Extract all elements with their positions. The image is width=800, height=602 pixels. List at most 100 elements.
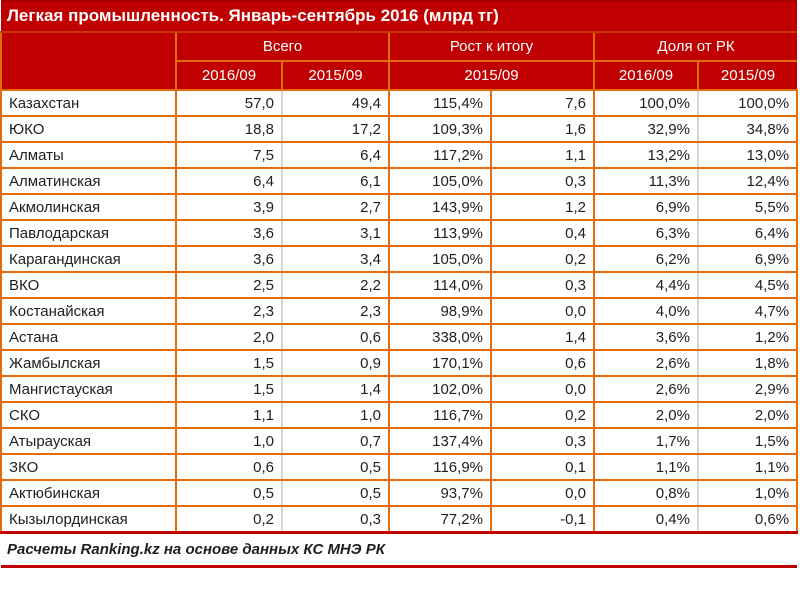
value-cell: 1,0% (698, 479, 799, 507)
value-cell: 117,2% (389, 141, 492, 169)
table-title: Легкая промышленность. Январь-сентябрь 2… (1, 0, 798, 33)
value-cell: 0,5 (282, 453, 390, 481)
value-cell: 0,6% (698, 505, 799, 534)
group-header-growth: Рост к итогу (388, 31, 595, 62)
value-cell: 0,3 (491, 271, 595, 299)
value-cell: 0,4% (594, 505, 699, 534)
value-cell: 1,5 (176, 375, 283, 403)
value-cell: 105,0% (389, 245, 492, 273)
value-cell: 2,6% (594, 349, 699, 377)
value-cell: 2,3 (176, 297, 283, 325)
region-cell: Акмолинская (0, 193, 177, 221)
value-cell: 0,2 (176, 505, 283, 534)
group-header-share: Доля от РК (592, 31, 798, 62)
value-cell: 143,9% (389, 193, 492, 221)
value-cell: 0,2 (491, 401, 595, 429)
table-row: Жамбылская 1,5 0,9 170,1% 0,6 2,6% 1,8% (0, 349, 799, 377)
value-cell: 2,3 (282, 297, 390, 325)
value-cell: 5,5% (698, 193, 799, 221)
value-cell: 0,0 (491, 297, 595, 325)
subheader-share-2015: 2015/09 (696, 60, 798, 91)
value-cell: 49,4 (282, 89, 390, 117)
value-cell: 57,0 (176, 89, 283, 117)
value-cell: 1,1 (176, 401, 283, 429)
value-cell: 0,6 (282, 323, 390, 351)
value-cell: 3,1 (282, 219, 390, 247)
value-cell: 93,7% (389, 479, 492, 507)
value-cell: 3,4 (282, 245, 390, 273)
corner-cell (0, 31, 177, 91)
value-cell: 0,3 (491, 427, 595, 455)
value-cell: 77,2% (389, 505, 492, 534)
value-cell: 13,2% (594, 141, 699, 169)
value-cell: 0,6 (491, 349, 595, 377)
value-cell: 11,3% (594, 167, 699, 195)
value-cell: 170,1% (389, 349, 492, 377)
value-cell: 12,4% (698, 167, 799, 195)
region-cell: Кызылординская (0, 505, 177, 534)
value-cell: 6,1 (282, 167, 390, 195)
subheader-share-2016: 2016/09 (593, 60, 699, 91)
value-cell: 0,4 (491, 219, 595, 247)
region-cell: ЗКО (0, 453, 177, 481)
value-cell: 7,6 (491, 89, 595, 117)
table-row: Кызылординская 0,2 0,3 77,2% -0,1 0,4% 0,6% (0, 505, 799, 534)
value-cell: 1,1% (594, 453, 699, 481)
group-header-total: Всего (175, 31, 390, 62)
table-row: Актюбинская 0,5 0,5 93,7% 0,0 0,8% 1,0% (0, 479, 799, 507)
value-cell: 113,9% (389, 219, 492, 247)
region-cell: Астана (0, 323, 177, 351)
value-cell: 2,0 (176, 323, 283, 351)
value-cell: 0,3 (491, 167, 595, 195)
table-row: ВКО 2,5 2,2 114,0% 0,3 4,4% 4,5% (0, 271, 799, 299)
value-cell: 7,5 (176, 141, 283, 169)
value-cell: 1,1% (698, 453, 799, 481)
value-cell: 32,9% (594, 115, 699, 143)
table-row: Мангистауская 1,5 1,4 102,0% 0,0 2,6% 2,9% (0, 375, 799, 403)
table-row: Казахстан 57,0 49,4 115,4% 7,6 100,0% 100,0% (0, 89, 799, 117)
value-cell: 1,5% (698, 427, 799, 455)
title-row: Легкая промышленность. Январь-сентябрь 2… (1, 0, 798, 33)
value-cell: 1,0 (176, 427, 283, 455)
region-cell: Казахстан (0, 89, 177, 117)
region-cell: Актюбинская (0, 479, 177, 507)
region-cell: Павлодарская (0, 219, 177, 247)
value-cell: 18,8 (176, 115, 283, 143)
table-row: Атырауская 1,0 0,7 137,4% 0,3 1,7% 1,5% (0, 427, 799, 455)
value-cell: 2,2 (282, 271, 390, 299)
source-note: Расчеты Ranking.kz на основе данных КС М… (1, 531, 798, 568)
value-cell: 2,5 (176, 271, 283, 299)
table-row: Алматинская 6,4 6,1 105,0% 0,3 11,3% 12,4% (0, 167, 799, 195)
value-cell: 6,3% (594, 219, 699, 247)
value-cell: 105,0% (389, 167, 492, 195)
value-cell: 17,2 (282, 115, 390, 143)
value-cell: 6,2% (594, 245, 699, 273)
table-row: Павлодарская 3,6 3,1 113,9% 0,4 6,3% 6,4% (0, 219, 799, 247)
table-row: Костанайская 2,3 2,3 98,9% 0,0 4,0% 4,7% (0, 297, 799, 325)
table-row: Акмолинская 3,9 2,7 143,9% 1,2 6,9% 5,5% (0, 193, 799, 221)
value-cell: 1,4 (282, 375, 390, 403)
region-cell: Жамбылская (0, 349, 177, 377)
value-cell: 102,0% (389, 375, 492, 403)
value-cell: 4,4% (594, 271, 699, 299)
group-header-row: Всего Рост к итогу Доля от РК (0, 31, 798, 91)
value-cell: 0,7 (282, 427, 390, 455)
value-cell: 1,5 (176, 349, 283, 377)
value-cell: 2,0% (698, 401, 799, 429)
value-cell: 3,6% (594, 323, 699, 351)
value-cell: 34,8% (698, 115, 799, 143)
value-cell: 3,9 (176, 193, 283, 221)
region-cell: Атырауская (0, 427, 177, 455)
subheader-total-2015: 2015/09 (281, 60, 390, 91)
value-cell: 100,0% (594, 89, 699, 117)
footer-row: Расчеты Ranking.kz на основе данных КС М… (1, 531, 798, 568)
value-cell: 338,0% (389, 323, 492, 351)
value-cell: 0,0 (491, 479, 595, 507)
value-cell: 116,9% (389, 453, 492, 481)
value-cell: 0,3 (282, 505, 390, 534)
region-cell: СКО (0, 401, 177, 429)
value-cell: 4,7% (698, 297, 799, 325)
table-row: ЮКО 18,8 17,2 109,3% 1,6 32,9% 34,8% (0, 115, 799, 143)
value-cell: 1,2 (491, 193, 595, 221)
value-cell: 1,0 (282, 401, 390, 429)
